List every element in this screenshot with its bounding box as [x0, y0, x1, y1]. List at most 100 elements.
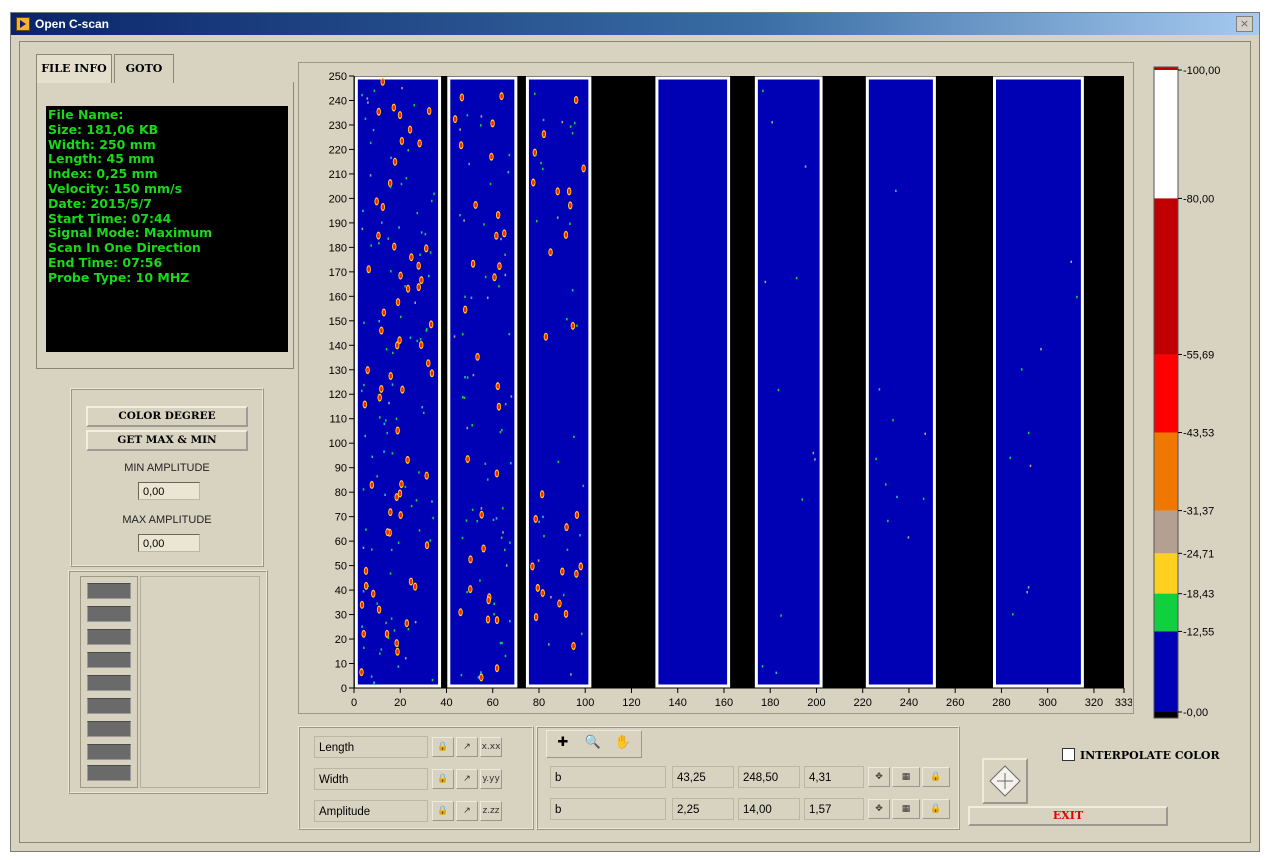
cursor-move-icon[interactable]: ✥ — [868, 799, 890, 819]
y-tick-label: 70 — [335, 512, 347, 524]
close-button[interactable]: × — [1236, 16, 1253, 32]
y-tick-label: 150 — [329, 316, 347, 328]
x-tick-label: 320 — [1085, 697, 1103, 709]
get-max-min-button[interactable]: GET MAX & MIN — [86, 430, 248, 451]
x-tick-label: 220 — [854, 697, 872, 709]
scan-strip — [447, 76, 518, 688]
y-tick-label: 130 — [329, 365, 347, 377]
color-scale[interactable]: -100,00 -80,00 -55,69 -43,53 -31,37 -24,71 -18… — [1140, 62, 1254, 722]
y-tick-label: 250 — [329, 71, 347, 83]
color-band — [1154, 432, 1178, 511]
client-area — [19, 41, 1251, 843]
axis-lock-icon[interactable]: 🔒 — [432, 769, 454, 789]
x-tick-label: 80 — [533, 697, 545, 709]
y-tick-label: 160 — [329, 291, 347, 303]
diamond-arrows-icon — [989, 765, 1021, 797]
color-band — [1154, 712, 1178, 718]
cursor-move-icon[interactable]: ✥ — [868, 767, 890, 787]
zoom-tool-icon[interactable]: 🔍 — [584, 735, 602, 750]
cursor-tool-icon[interactable]: ✚ — [557, 735, 569, 750]
y-tick-label: 180 — [329, 242, 347, 254]
min-amplitude-field[interactable]: 0,00 — [138, 482, 200, 500]
axis-lock-icon[interactable]: 🔒 — [432, 737, 454, 757]
cursor-lock-icon[interactable]: 🔒 — [922, 799, 950, 819]
cursor-name-1[interactable]: b — [550, 766, 666, 788]
graph-toolbox: ✚ 🔍 ✋ — [546, 730, 642, 758]
scale-tick-label: -100,00 — [1183, 65, 1220, 77]
cursor-style-icon[interactable]: ▦ — [892, 767, 920, 787]
x-tick-label: 300 — [1039, 697, 1057, 709]
color-band — [1154, 553, 1178, 594]
scale-tick-label: -55,69 — [1183, 349, 1214, 361]
file-info-display: File Name: Size: 181,06 KB Width: 250 mm… — [46, 106, 288, 352]
led-indicator — [87, 698, 131, 714]
x-tick-label: 60 — [487, 697, 499, 709]
axis-name-length: Length — [314, 736, 428, 758]
tab-goto[interactable]: GOTO — [114, 54, 174, 83]
app-icon — [16, 17, 30, 31]
led-indicator — [87, 629, 131, 645]
window-title: Open C-scan — [35, 17, 110, 31]
checkbox-box[interactable] — [1062, 748, 1075, 761]
y-tick-label: 40 — [335, 585, 347, 597]
axis-autoscale-icon[interactable]: ↗ — [456, 769, 478, 789]
axis-format-button[interactable]: x.xx — [480, 737, 502, 757]
info-line: Scan In One Direction — [48, 240, 201, 256]
y-tick-label: 20 — [335, 634, 347, 646]
axis-control-panel: Length 🔒 ↗ x.xx Width 🔒 ↗ y.yy Amplitude… — [298, 726, 534, 830]
interpolate-color-checkbox[interactable]: INTERPOLATE COLOR — [1062, 748, 1220, 762]
led-column — [80, 576, 138, 788]
scan-strip — [354, 76, 442, 688]
cursor-z-2: 1,57 — [804, 798, 864, 820]
led-indicator — [87, 721, 131, 737]
scale-tick-label: -18,43 — [1183, 589, 1214, 601]
scan-strip — [993, 76, 1084, 688]
axis-name-width: Width — [314, 768, 428, 790]
info-line: Width: 250 mm — [48, 136, 156, 152]
cursor-style-icon[interactable]: ▦ — [892, 799, 920, 819]
x-tick-label: 40 — [440, 697, 452, 709]
plot-frame — [298, 62, 1134, 714]
axis-format-button[interactable]: z.zz — [480, 801, 502, 821]
cursor-name-2[interactable]: b — [550, 798, 666, 820]
color-band — [1154, 198, 1178, 355]
y-tick-label: 50 — [335, 561, 347, 573]
y-tick-label: 230 — [329, 120, 347, 132]
scan-strip — [754, 76, 823, 688]
cursor-x-1: 43,25 — [672, 766, 734, 788]
pan-tool-icon[interactable]: ✋ — [614, 735, 632, 750]
color-band — [1154, 593, 1178, 632]
scale-tick-label: -31,37 — [1183, 506, 1214, 518]
axis-autoscale-icon[interactable]: ↗ — [456, 737, 478, 757]
axis-name-amplitude: Amplitude — [314, 800, 428, 822]
y-tick-label: 210 — [329, 169, 347, 181]
y-tick-label: 10 — [335, 659, 347, 671]
scale-tick-label: -12,55 — [1183, 626, 1214, 638]
info-line: Date: 2015/5/7 — [48, 195, 152, 211]
navigation-button[interactable] — [982, 758, 1028, 804]
info-line: Size: 181,06 KB — [48, 121, 159, 137]
scale-tick-label: -0,00 — [1183, 707, 1208, 719]
min-amplitude-label: MIN AMPLITUDE — [124, 462, 210, 474]
x-tick-label: 333 — [1115, 697, 1132, 709]
color-degree-button[interactable]: COLOR DEGREE — [86, 406, 248, 427]
c-scan-plot[interactable]: 0 10 20 30 40 50 60 70 80 90 100 110 120 130 140 150 160… — [298, 62, 1132, 722]
tab-file-info[interactable]: FILE INFO — [36, 54, 112, 83]
x-tick-label: 0 — [351, 697, 357, 709]
x-tick-label: 260 — [946, 697, 964, 709]
info-line: Start Time: 07:44 — [48, 210, 172, 226]
cursor-lock-icon[interactable]: 🔒 — [922, 767, 950, 787]
defect-indications — [359, 77, 1078, 685]
y-tick-label: 80 — [335, 487, 347, 499]
max-amplitude-field[interactable]: 0,00 — [138, 534, 200, 552]
info-line: Signal Mode: Maximum — [48, 225, 213, 241]
x-tick-label: 200 — [807, 697, 825, 709]
y-tick-label: 220 — [329, 144, 347, 156]
cursor-panel — [536, 726, 960, 830]
interpolate-color-label: INTERPOLATE COLOR — [1080, 749, 1220, 762]
axis-format-button[interactable]: y.yy — [480, 769, 502, 789]
axis-lock-icon[interactable]: 🔒 — [432, 801, 454, 821]
axis-autoscale-icon[interactable]: ↗ — [456, 801, 478, 821]
exit-button[interactable]: EXIT — [968, 806, 1168, 826]
info-line: Velocity: 150 mm/s — [48, 180, 183, 196]
